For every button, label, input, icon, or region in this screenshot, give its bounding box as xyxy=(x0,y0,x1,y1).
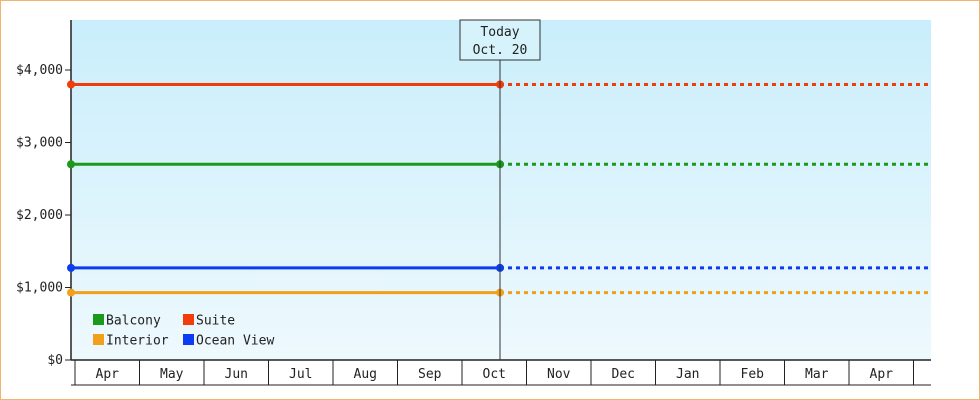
x-month-label: Jun xyxy=(225,367,248,382)
legend-label-balcony: Balcony xyxy=(106,314,161,329)
legend-swatch-ocean-view xyxy=(183,334,194,345)
plot-area xyxy=(71,20,931,360)
series-start-point-balcony xyxy=(67,160,75,169)
x-month-label: Mar xyxy=(805,367,829,382)
x-month-label: Apr xyxy=(870,367,894,382)
x-axis: Apr May Jun Jul Aug Sep Oct Nov Dec Jan Feb Mar Apr xyxy=(71,359,931,386)
x-month-label: Apr xyxy=(96,367,120,382)
legend-swatch-suite xyxy=(183,314,194,325)
y-tick-label: $0 xyxy=(47,353,63,368)
legend-label-ocean-view: Ocean View xyxy=(196,334,274,349)
legend: Balcony Suite Interior Ocean View xyxy=(93,314,274,349)
x-month-label: Oct xyxy=(483,367,506,382)
x-month-label: Nov xyxy=(547,367,571,382)
series-start-point-ocean-view xyxy=(67,263,75,272)
legend-swatch-balcony xyxy=(93,314,104,325)
x-month-label: Aug xyxy=(354,367,377,382)
y-tick-label: $1,000 xyxy=(16,281,63,296)
x-month-label: Jul xyxy=(289,367,312,382)
y-axis: $0 $1,000 $2,000 $3,000 $4,000 xyxy=(16,20,72,368)
today-label: Today xyxy=(480,25,519,40)
today-box xyxy=(459,19,541,61)
y-tick-label: $4,000 xyxy=(16,63,63,78)
x-month-label: Jan xyxy=(676,367,699,382)
x-month-label: Feb xyxy=(741,367,765,382)
x-month-label: Sep xyxy=(418,367,442,382)
series-start-point-suite xyxy=(67,80,75,89)
series-start-point-interior xyxy=(67,288,75,297)
y-tick-label: $3,000 xyxy=(16,136,63,151)
legend-label-interior: Interior xyxy=(106,334,169,349)
today-marker: Today Oct. 20 xyxy=(459,19,541,360)
today-date-label: Oct. 20 xyxy=(473,43,528,58)
x-month-label: May xyxy=(160,367,184,382)
legend-label-suite: Suite xyxy=(196,314,235,329)
legend-swatch-interior xyxy=(93,334,104,345)
x-month-label: Dec xyxy=(612,367,635,382)
y-tick-label: $2,000 xyxy=(16,208,63,223)
